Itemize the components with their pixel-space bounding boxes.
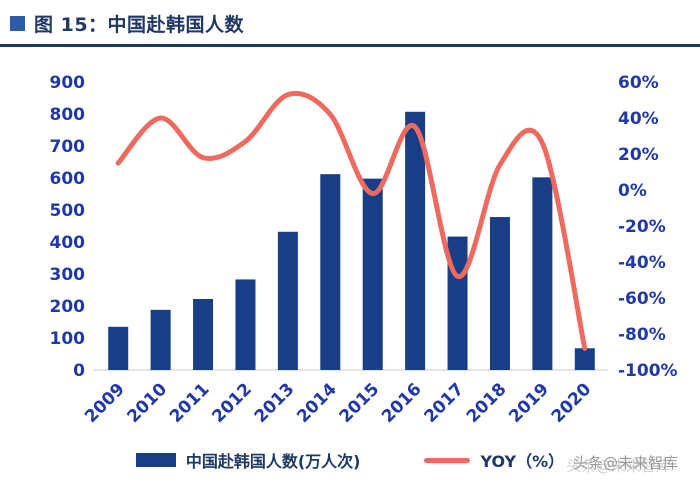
right-axis-tick: -100% [618,361,678,381]
right-axis-tick: 60% [618,73,659,93]
x-axis-label: 2009 [81,379,129,427]
bar-2016 [405,111,426,370]
chart-header: 图 15：中国赴韩国人数 [0,0,700,37]
chart-title: 图 15：中国赴韩国人数 [34,14,245,36]
x-axis-label: 2013 [251,379,299,427]
left-axis-tick: 200 [50,297,86,317]
bar-2018 [489,217,510,370]
left-axis-tick: 0 [73,361,85,381]
x-axis-label: 2012 [208,379,256,427]
x-axis-label: 2019 [505,379,553,427]
title-underline [0,44,700,47]
x-axis-label: 2014 [293,379,341,427]
bar-2020 [574,348,595,370]
left-axis-tick: 900 [50,73,86,93]
chart-area: 900 800 700 600 500 400 300 200 100 0 60% 40% 20% 0% -… [0,52,700,442]
x-axis-label: 2010 [124,379,172,427]
x-axis-label: 2011 [166,379,214,427]
yoy-line [115,90,588,351]
left-axis-tick: 500 [50,201,86,221]
right-axis-tick: -80% [618,325,666,345]
title-bullet-icon [10,16,25,31]
x-axis-label: 2015 [336,379,384,427]
bar-series-swatch [135,453,176,467]
right-axis-tick: 0% [618,181,647,201]
bar-2015 [362,178,383,370]
left-axis-tick: 300 [50,265,86,285]
legend-item-bars: 中国赴韩国人数(万人次) [135,448,361,472]
right-axis-tick: -20% [618,217,666,237]
bar-series-label: 中国赴韩国人数(万人次) [185,452,361,471]
line-series-swatch [424,457,471,463]
left-axis-tick: 700 [50,137,86,157]
x-axis-label: 2020 [548,379,596,427]
left-axis-tick: 400 [50,233,86,253]
bar-2019 [532,177,553,370]
bar-2012 [235,279,256,370]
bar-2014 [320,174,341,370]
x-axis-label: 2017 [420,379,468,427]
bar-2013 [277,231,298,370]
right-axis-tick: 40% [618,109,659,129]
bar-2009 [108,326,129,370]
line-series-label: YOY（%） [480,452,565,471]
right-axis-tick: -60% [618,289,666,309]
x-axis-label: 2016 [378,379,426,427]
bar-2010 [150,309,171,370]
chart-legend: 中国赴韩国人数(万人次) YOY（%） [0,448,700,472]
combo-chart: 900 800 700 600 500 400 300 200 100 0 60% 40% 20% 0% -… [50,73,678,427]
right-axis-tick: 20% [618,145,659,165]
legend-item-line: YOY（%） [424,448,564,472]
left-axis-tick: 600 [50,169,86,189]
right-axis-tick: -40% [618,253,666,273]
x-axis-label: 2018 [463,379,511,427]
left-axis-tick: 800 [50,105,86,125]
bar-2011 [193,298,214,370]
left-axis-tick: 100 [50,329,86,349]
